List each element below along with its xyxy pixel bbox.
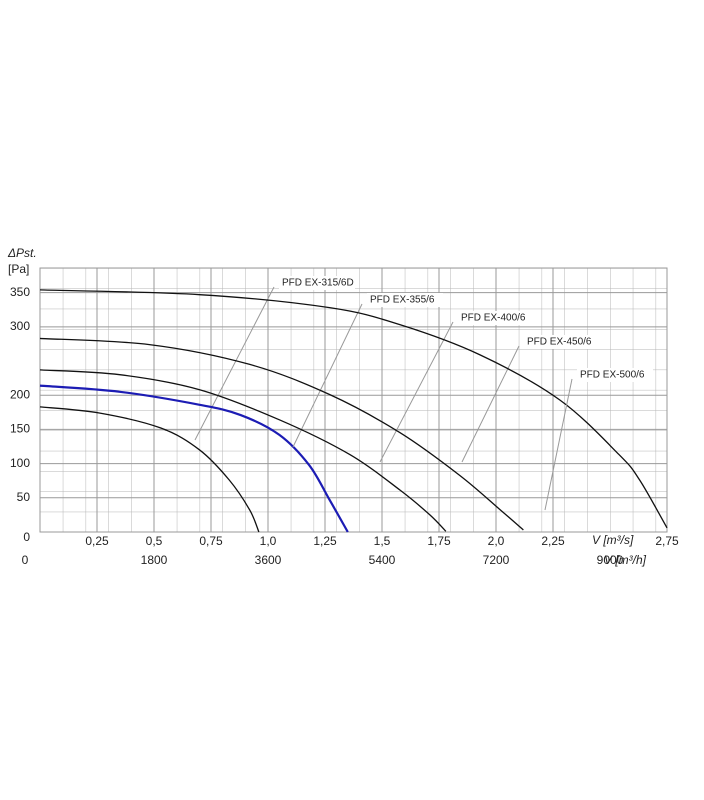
x-tick-label: 0,5 — [146, 534, 163, 548]
y-tick-label: 200 — [10, 387, 30, 401]
x-tick-label: 1,75 — [427, 534, 451, 548]
x-tick-label: 1,25 — [313, 534, 337, 548]
x2-tick-label: 7200 — [483, 553, 510, 567]
x2-title: V [m³/h] — [604, 553, 647, 567]
label-bg — [577, 368, 653, 382]
x2-tick-label: 5400 — [369, 553, 396, 567]
curve — [39, 384, 349, 533]
label-bg — [524, 335, 600, 349]
y-tick-label: 150 — [10, 422, 30, 436]
y-title: ΔPst. — [7, 246, 37, 260]
leader — [194, 286, 275, 441]
curve — [39, 369, 447, 532]
label-bg — [458, 311, 534, 325]
curve — [39, 289, 668, 529]
y-tick-label: 50 — [17, 490, 31, 504]
x-tick-label: 2,0 — [488, 534, 505, 548]
x-tick-label: 0,75 — [199, 534, 223, 548]
series-label: PFD EX-450/6 — [527, 337, 592, 348]
x-tick-label: 2,75 — [655, 534, 679, 548]
leader — [292, 303, 363, 448]
x2-tick-label: 1800 — [141, 553, 168, 567]
series-label: PFD EX-315/6D — [282, 278, 354, 289]
plot-area — [39, 267, 668, 533]
x2-tick-label: 0 — [22, 553, 29, 567]
x-tick-label: 1,0 — [260, 534, 277, 548]
y-tick-label: 100 — [10, 456, 30, 470]
y-tick-label: 300 — [10, 319, 30, 333]
y-tick-label: 350 — [10, 285, 30, 299]
label-bg — [279, 276, 355, 290]
x-tick-label: 2,25 — [541, 534, 565, 548]
x2-tick-label: 9000 — [597, 553, 624, 567]
x2-tick-label: 3600 — [255, 553, 282, 567]
series-label: PFD EX-500/6 — [580, 370, 645, 381]
x-tick-label: 0,25 — [85, 534, 109, 548]
x-tick-label: 1,5 — [374, 534, 391, 548]
leader — [379, 321, 454, 463]
x-title: V [m³/s] — [592, 533, 634, 547]
curve — [39, 337, 524, 531]
series-label: PFD EX-400/6 — [461, 313, 526, 324]
series-label: PFD EX-355/6 — [370, 295, 435, 306]
label-bg — [367, 293, 443, 307]
y-unit: [Pa] — [8, 262, 29, 276]
y-tick-label: 0 — [23, 530, 30, 544]
leader — [544, 378, 573, 511]
curve — [39, 406, 260, 533]
leader — [461, 345, 520, 463]
